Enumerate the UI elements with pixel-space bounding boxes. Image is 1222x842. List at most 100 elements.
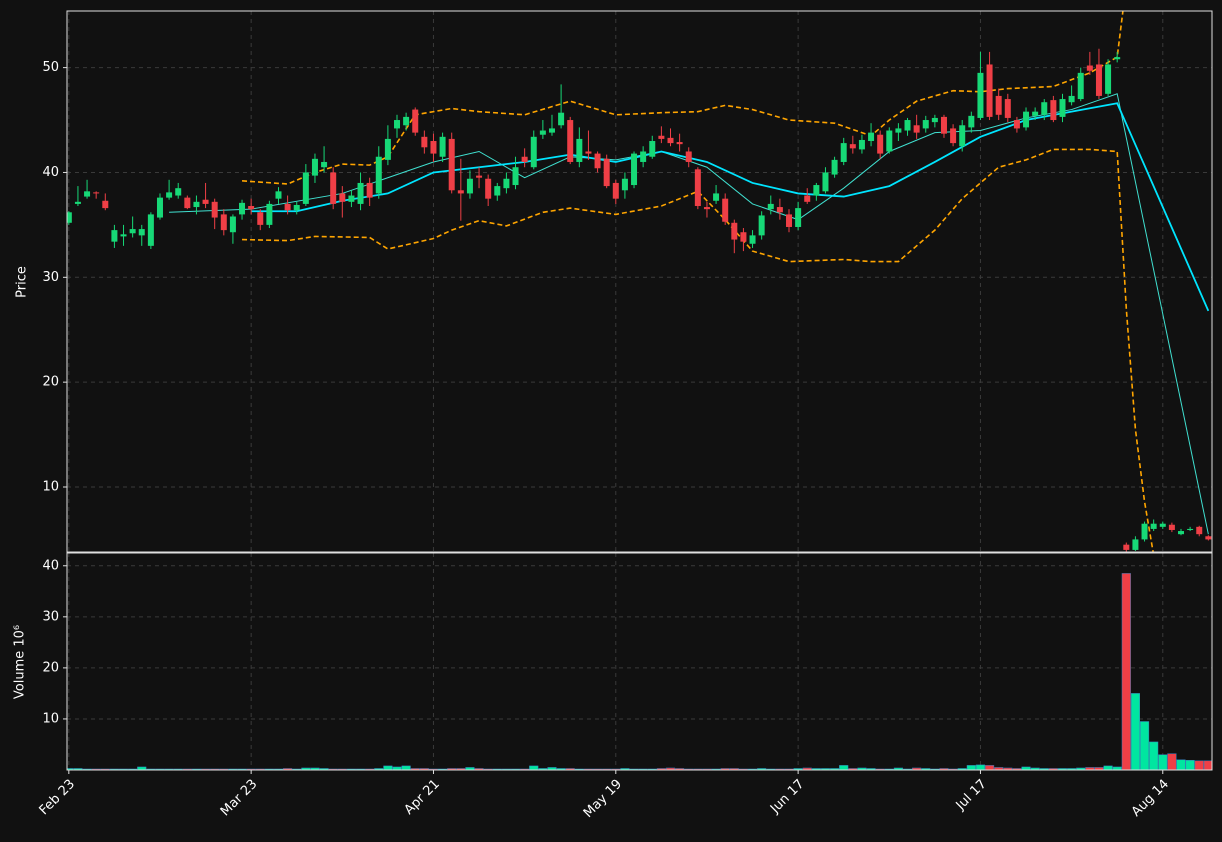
volume-bar [793, 768, 803, 770]
y-tick-label: 30 [42, 609, 59, 624]
volume-bar [319, 768, 329, 770]
volume-bar [966, 765, 976, 770]
volume-bar [848, 768, 858, 770]
volume-bar [939, 768, 949, 770]
candle-body [248, 206, 255, 210]
candle-body [895, 128, 902, 133]
volume-grid [67, 553, 1212, 770]
candle-body [1032, 111, 1039, 116]
y-tick-label: 40 [42, 558, 59, 573]
candle-body [166, 192, 173, 198]
volume-bar [1057, 768, 1068, 770]
candle-body [904, 120, 911, 131]
volume-bar [1194, 760, 1204, 770]
candle-body [384, 138, 391, 160]
volume-bar [729, 768, 739, 770]
volume-bar [1167, 753, 1177, 770]
volume-bar [1158, 754, 1168, 770]
volume-bar [1048, 768, 1058, 770]
candle-body [102, 200, 109, 209]
candle-body [111, 230, 118, 242]
candle-body [129, 229, 136, 234]
candle-body [649, 141, 656, 157]
candle-body [685, 151, 692, 162]
candle-body [67, 212, 72, 223]
candle-body [311, 158, 318, 176]
volume-bar [1139, 721, 1150, 770]
candle-body [466, 178, 473, 194]
candle-body [795, 208, 802, 227]
volume-bar [957, 768, 967, 770]
volume-bar [675, 768, 685, 770]
candle-body [302, 172, 309, 204]
volume-bar [556, 768, 566, 770]
candle-body [631, 153, 638, 186]
candle-body [640, 151, 647, 162]
candle-body [1105, 64, 1112, 94]
candle-body [731, 222, 738, 240]
volume-bar [1203, 760, 1212, 770]
candle-body [713, 193, 720, 201]
candle-body [1050, 100, 1057, 121]
candle-body [184, 197, 191, 209]
candle-body [1141, 523, 1148, 540]
y-tick-label: 50 [42, 60, 59, 75]
y-tick-label: 20 [42, 660, 59, 675]
candle-body [995, 95, 1002, 115]
candle-body [229, 216, 236, 233]
candle-body [813, 185, 820, 196]
volume-bar [839, 765, 849, 770]
indicator-line [241, 11, 1124, 185]
candle-body [694, 169, 701, 207]
candle-body [567, 120, 574, 162]
candle-body [476, 175, 483, 178]
candle-body [703, 207, 710, 210]
volume-bar [447, 768, 457, 770]
candle-body [1059, 99, 1066, 117]
volume-bar [811, 768, 821, 770]
candle-body [394, 120, 401, 129]
volume-bar [529, 765, 539, 770]
candle-body [220, 214, 227, 231]
volume-bar [994, 767, 1004, 770]
candle-body [494, 186, 501, 196]
candle-body [120, 234, 127, 237]
volume-bar [975, 764, 986, 770]
volume-bar [383, 765, 393, 770]
candle-body [758, 215, 765, 236]
volume-frame [66, 552, 1213, 771]
candle-body [1086, 65, 1093, 71]
candle-body [357, 182, 364, 204]
candle-body [147, 214, 154, 246]
candle-body [1123, 544, 1130, 550]
volume-bar [656, 768, 666, 770]
volume-bar [565, 768, 575, 770]
candle-body [1068, 95, 1075, 103]
candle-body [1187, 528, 1194, 530]
volume-bar [410, 768, 420, 770]
volume-bar [830, 768, 840, 770]
candle-body [257, 212, 264, 225]
candle-body [1178, 531, 1185, 535]
candle-body [348, 195, 355, 202]
volume-bar [866, 768, 876, 770]
price-frame [66, 10, 1213, 553]
candle-body [439, 136, 446, 157]
candle-body [1013, 120, 1020, 129]
candle-body [530, 136, 537, 168]
candle-body [612, 182, 619, 199]
candle-body [321, 161, 328, 168]
candle-body [84, 191, 91, 197]
candle-body [822, 172, 829, 192]
candle-body [193, 201, 200, 208]
candle-body [931, 117, 938, 123]
volume-bar [547, 767, 557, 770]
candle-body [950, 128, 957, 144]
y-tick-label: 10 [42, 479, 59, 494]
candle-body [959, 125, 966, 147]
price-axis-label: Price [15, 266, 30, 298]
candle-body [375, 156, 382, 194]
candle-body [156, 197, 163, 218]
candle-body [968, 115, 975, 128]
